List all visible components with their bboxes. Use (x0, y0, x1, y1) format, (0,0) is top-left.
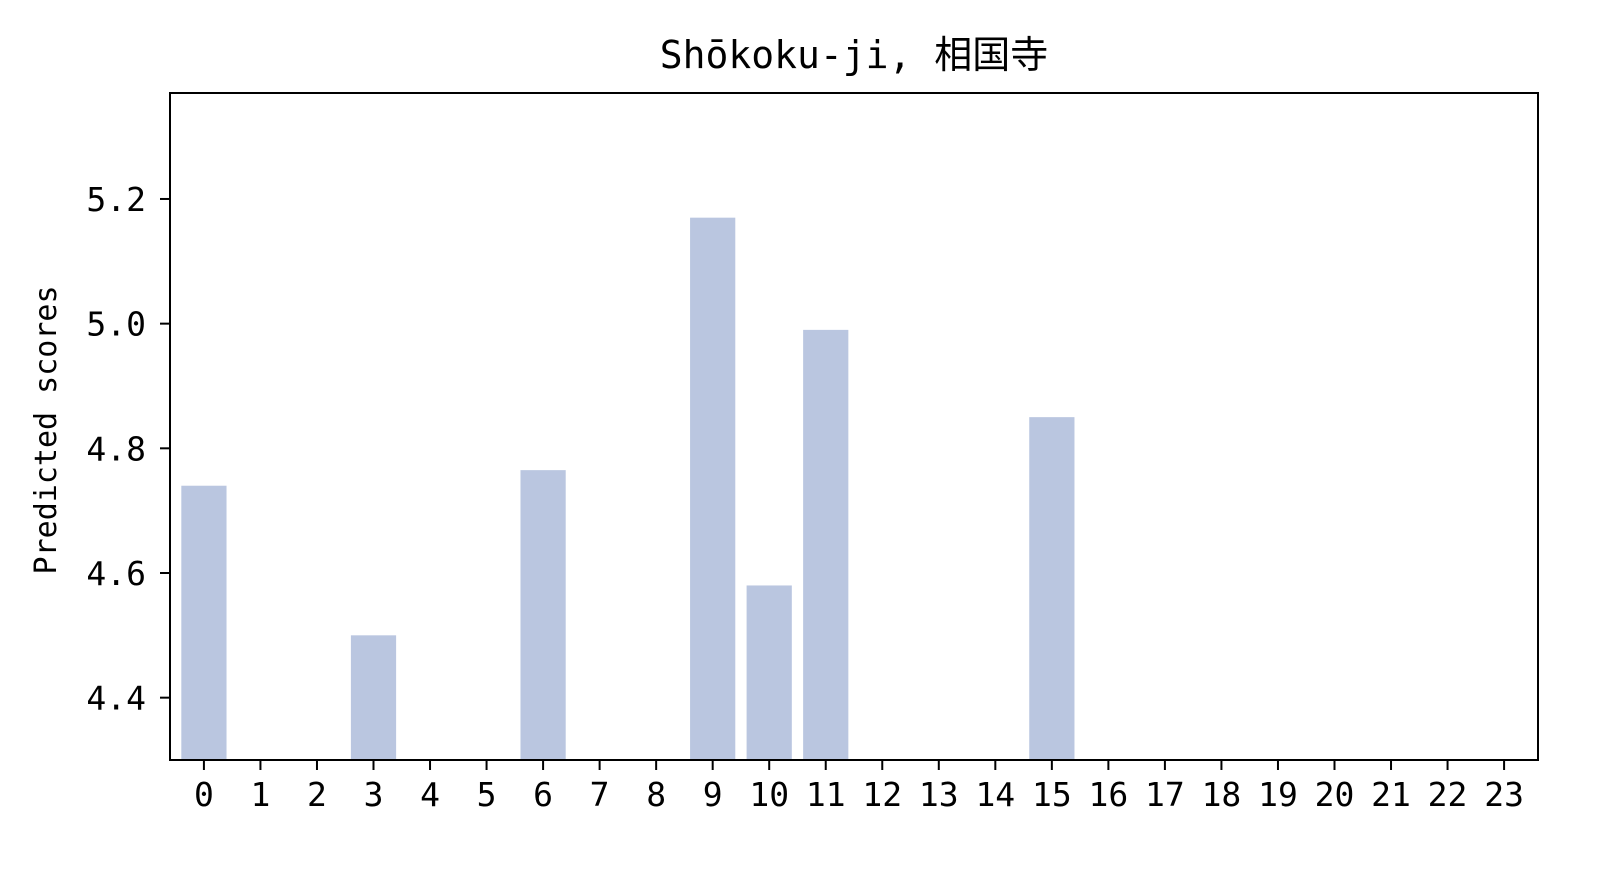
bar-11 (803, 329, 849, 760)
x-tick-label: 13 (919, 775, 959, 814)
x-tick-label: 14 (975, 775, 1015, 814)
x-tick-label: 3 (364, 775, 384, 814)
x-tick-label: 10 (749, 775, 789, 814)
x-tick-label: 5 (477, 775, 497, 814)
x-tick-label: 6 (533, 775, 553, 814)
y-tick-label: 4.8 (86, 429, 146, 468)
y-tick-label: 4.6 (86, 554, 146, 593)
x-tick-label: 22 (1428, 775, 1468, 814)
x-tick-label: 12 (862, 775, 902, 814)
chart-title: Shōkoku-ji, 相国寺 (660, 33, 1049, 77)
x-tick-label: 2 (307, 775, 327, 814)
x-tick-label: 15 (1032, 775, 1072, 814)
bar-6 (520, 470, 566, 760)
x-tick-label: 16 (1089, 775, 1129, 814)
x-tick-label: 8 (646, 775, 666, 814)
bar-0 (181, 485, 227, 760)
x-tick-label: 7 (590, 775, 610, 814)
x-tick-label: 21 (1371, 775, 1411, 814)
x-tick-label: 0 (194, 775, 214, 814)
y-tick-label: 5.2 (86, 180, 146, 219)
x-tick-label: 18 (1202, 775, 1242, 814)
y-tick-label: 4.4 (86, 679, 146, 718)
x-tick-label: 19 (1258, 775, 1298, 814)
bar-3 (350, 635, 397, 760)
x-tick-label: 23 (1484, 775, 1524, 814)
bar-9 (690, 217, 736, 760)
bar-10 (746, 585, 792, 760)
x-tick-label: 1 (251, 775, 271, 814)
x-tick-label: 17 (1145, 775, 1185, 814)
y-tick-label: 5.0 (86, 305, 146, 344)
y-axis-label: Predicted scores (29, 286, 64, 575)
plot-area-frame (169, 92, 1539, 761)
x-tick-label: 11 (806, 775, 846, 814)
y-axis-ticks: 4.4 4.6 4.8 5.0 5.2 (86, 180, 170, 718)
x-tick-label: 9 (703, 775, 723, 814)
x-tick-label: 4 (420, 775, 440, 814)
bar-15 (1029, 417, 1075, 760)
x-axis-ticks: 0 1 2 3 4 5 6 7 8 9 10 11 12 13 14 15 16 17 18 19 20 21 22 23 (194, 760, 1524, 814)
x-tick-label: 20 (1315, 775, 1355, 814)
bars-group (181, 217, 1075, 760)
